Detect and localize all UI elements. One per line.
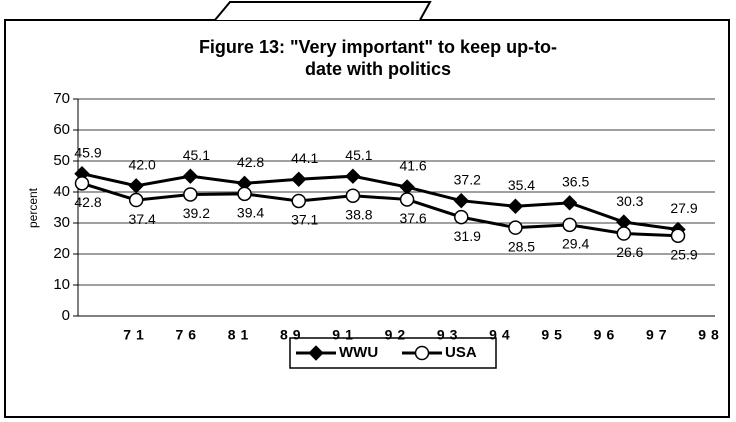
marker	[561, 195, 578, 211]
data-label: 28.5	[508, 238, 535, 254]
data-label: 39.4	[237, 205, 264, 221]
chart-title: Figure 13: "Very important" to keep up-t…	[199, 37, 557, 57]
marker	[562, 217, 577, 233]
x-tick-label: 91	[332, 327, 358, 343]
data-label: 42.0	[129, 157, 156, 173]
y-tick-label: 70	[53, 90, 70, 107]
x-tick-label: 95	[541, 327, 567, 343]
marker	[345, 168, 361, 184]
x-tick-label: 93	[437, 327, 463, 343]
chart-title: date with politics	[305, 59, 451, 79]
marker	[670, 228, 686, 243]
series-line	[81, 172, 679, 231]
data-label: 45.9	[74, 144, 101, 160]
y-tick-label: 0	[62, 307, 70, 324]
data-label: 27.9	[670, 200, 697, 216]
x-tick-label: 94	[489, 327, 515, 343]
data-label: 37.2	[454, 171, 481, 187]
data-label: 44.1	[291, 150, 318, 166]
marker	[507, 198, 524, 214]
marker	[616, 226, 632, 241]
marker	[128, 178, 144, 194]
data-label: 42.8	[237, 154, 264, 170]
data-label: 36.5	[562, 174, 589, 190]
data-label: 37.6	[399, 210, 426, 226]
data-label: 25.9	[670, 246, 697, 262]
data-label: 45.1	[183, 147, 210, 163]
x-tick-label: 89	[280, 327, 306, 343]
marker	[291, 193, 306, 209]
x-tick-label: 71	[123, 327, 149, 343]
marker	[399, 192, 415, 207]
y-tick-label: 20	[53, 245, 70, 262]
x-tick-label: 81	[228, 327, 254, 343]
y-tick-label: 30	[53, 214, 70, 231]
data-label: 39.2	[183, 205, 210, 221]
marker	[454, 209, 469, 225]
marker	[414, 345, 430, 361]
x-tick-label: 76	[175, 327, 201, 343]
series-line	[81, 181, 679, 238]
x-tick-label: 92	[385, 327, 411, 343]
y-tick-label: 60	[53, 121, 70, 138]
data-label: 35.4	[508, 177, 535, 193]
callout	[214, 1, 432, 21]
legend-label: USA	[445, 344, 477, 361]
marker	[453, 192, 469, 209]
data-label: 29.4	[562, 236, 589, 252]
marker	[291, 171, 307, 187]
data-label: 38.8	[345, 206, 372, 222]
data-label: 45.1	[345, 147, 372, 163]
marker	[182, 168, 199, 184]
marker	[237, 186, 252, 202]
legend-label: WWU	[339, 344, 378, 361]
marker	[128, 192, 144, 208]
x-tick-label: 97	[646, 327, 672, 343]
data-label: 37.4	[129, 211, 156, 227]
data-label: 30.3	[616, 193, 643, 209]
y-tick-label: 40	[53, 183, 70, 200]
data-label: 37.1	[291, 212, 318, 228]
y-axis-label: percent	[26, 187, 40, 228]
data-label: 42.8	[74, 194, 101, 210]
y-tick-label: 10	[53, 276, 70, 293]
marker	[308, 345, 324, 361]
x-tick-label: 96	[594, 327, 620, 343]
marker	[183, 187, 198, 202]
marker	[508, 220, 523, 235]
x-tick-label: 98	[698, 327, 724, 343]
marker	[345, 188, 361, 203]
data-label: 41.6	[399, 158, 426, 174]
data-label: 26.6	[616, 244, 643, 260]
y-tick-label: 50	[53, 152, 70, 169]
marker	[74, 176, 90, 191]
data-label: 31.9	[454, 228, 481, 244]
